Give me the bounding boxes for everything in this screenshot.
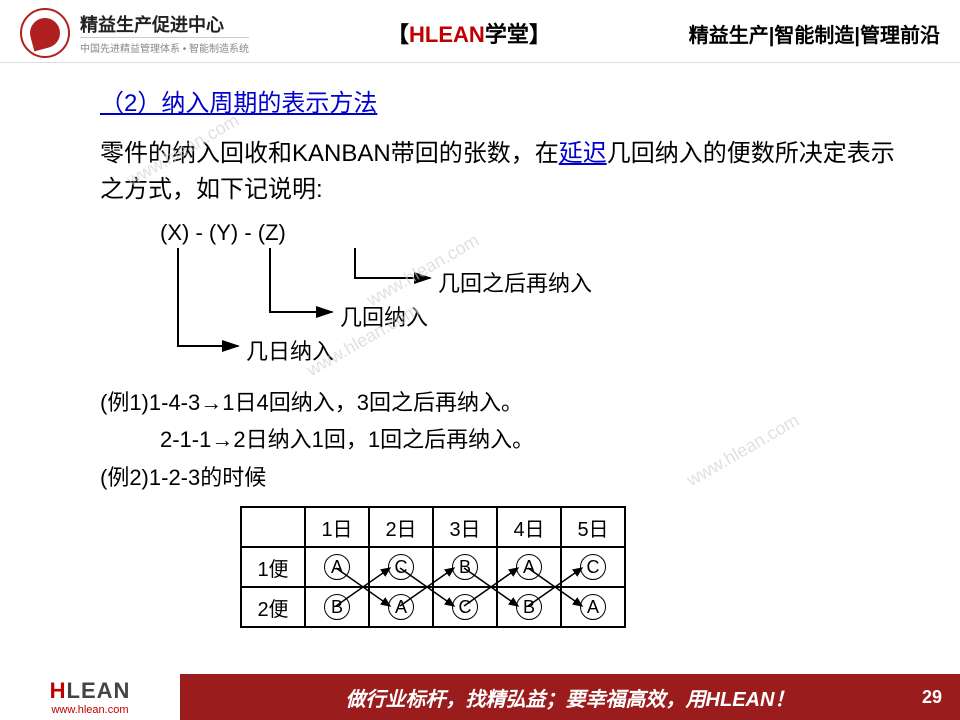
brand-text: 精益生产促进中心 中国先进精益管理体系 • 智能制造系统	[80, 11, 249, 55]
label-z: 几回之后再纳入	[438, 266, 592, 298]
footer: HLEAN www.hlean.com 做行业标杆，找精弘益；要幸福高效，用HL…	[0, 674, 960, 720]
table-header-row: 1日 2日 3日 4日 5日	[241, 507, 625, 547]
table-cell: 1日	[305, 507, 369, 547]
table-cell: 4日	[497, 507, 561, 547]
table-cell: C	[369, 547, 433, 587]
examples: (例1)1-4-3→1日4回纳入，3回之后再纳入。 2-1-1→2日纳入1回，1…	[100, 384, 900, 496]
table-cell: 2便	[241, 587, 305, 627]
label-y: 几回纳入	[340, 300, 428, 332]
page-number: 29	[922, 687, 942, 708]
label-x: 几日纳入	[246, 334, 334, 366]
table-cell: B	[305, 587, 369, 627]
table-cell: 1便	[241, 547, 305, 587]
footer-left: HLEAN www.hlean.com	[0, 674, 180, 720]
content: （2）纳入周期的表示方法 零件的纳入回收和KANBAN带回的张数，在延迟几回纳入…	[0, 63, 960, 628]
brand-subtitle: 中国先进精益管理体系 • 智能制造系统	[80, 37, 249, 55]
example-1b: 2-1-1→2日纳入1回，1回之后再纳入。	[100, 421, 900, 458]
brand-logo-icon	[20, 8, 70, 58]
example-table-wrap: 1日 2日 3日 4日 5日 1便 A C B A C 2便 B A C B A	[240, 506, 900, 628]
table-cell: B	[497, 587, 561, 627]
table-cell: 3日	[433, 507, 497, 547]
table-row: 2便 B A C B A	[241, 587, 625, 627]
table-cell: C	[433, 587, 497, 627]
example-1a: (例1)1-4-3→1日4回纳入，3回之后再纳入。	[100, 384, 900, 421]
table-row: 1便 A C B A C	[241, 547, 625, 587]
brand-title: 精益生产促进中心	[80, 11, 249, 37]
footer-logo-rest: LEAN	[67, 678, 131, 703]
header-right: 精益生产|智能制造|管理前沿	[689, 19, 940, 48]
table-cell: A	[497, 547, 561, 587]
table-cell	[241, 507, 305, 547]
brand-suffix: 学堂	[485, 22, 529, 47]
table-cell: C	[561, 547, 625, 587]
brand-hlean: HLEAN	[409, 22, 485, 47]
formula-expr: (X) - (Y) - (Z)	[160, 220, 286, 246]
footer-url: www.hlean.com	[51, 704, 128, 716]
table-cell: 2日	[369, 507, 433, 547]
header-center: 【HLEAN学堂】	[249, 17, 689, 49]
table-cell: A	[369, 587, 433, 627]
example-2: (例2)1-2-3的时候	[100, 459, 900, 496]
example-table: 1日 2日 3日 4日 5日 1便 A C B A C 2便 B A C B A	[240, 506, 626, 628]
footer-logo-h: H	[50, 678, 67, 703]
header: 精益生产促进中心 中国先进精益管理体系 • 智能制造系统 【HLEAN学堂】 精…	[0, 0, 960, 63]
footer-slogan: 做行业标杆，找精弘益；要幸福高效，用HLEAN！	[346, 683, 795, 712]
footer-logo: HLEAN	[50, 678, 131, 704]
table-cell: B	[433, 547, 497, 587]
table-cell: A	[561, 587, 625, 627]
body-text: 零件的纳入回收和KANBAN带回的张数，在延迟几回纳入的便数所决定表示之方式，如…	[100, 136, 900, 208]
table-cell: A	[305, 547, 369, 587]
formula-area: (X) - (Y) - (Z) 几回之后再纳入 几回纳入 几日纳入	[160, 220, 900, 380]
footer-bar: 做行业标杆，找精弘益；要幸福高效，用HLEAN！ 29	[180, 674, 960, 720]
body-part1: 零件的纳入回收和KANBAN带回的张数，在	[100, 140, 559, 167]
section-title: （2）纳入周期的表示方法	[100, 83, 900, 118]
body-link: 延迟	[559, 140, 607, 167]
table-cell: 5日	[561, 507, 625, 547]
